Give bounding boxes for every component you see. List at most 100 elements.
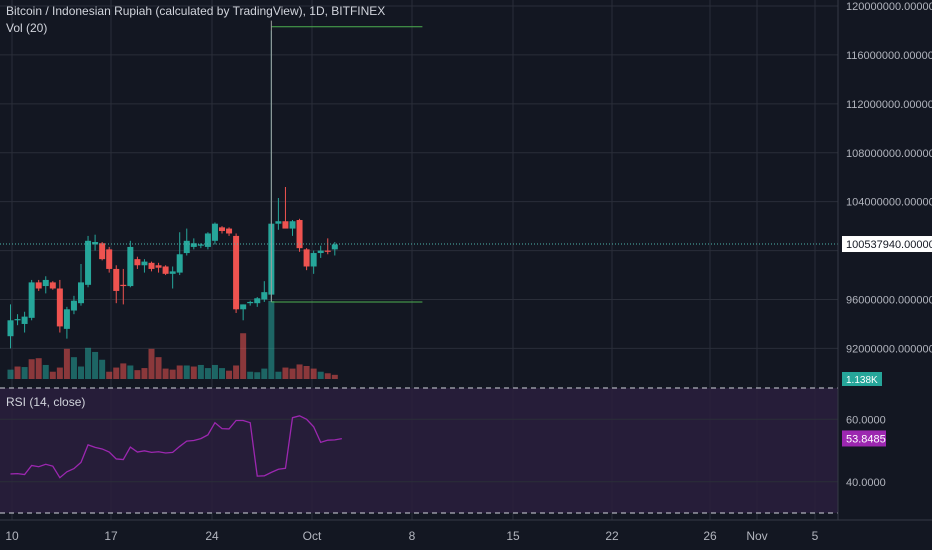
volume-bar bbox=[204, 368, 211, 379]
time-tick-label: 26 bbox=[703, 529, 717, 543]
volume-bar bbox=[35, 358, 42, 379]
candle-body bbox=[141, 261, 148, 266]
candle bbox=[70, 295, 77, 315]
candle-body bbox=[211, 223, 218, 241]
candle-body bbox=[303, 249, 310, 267]
rsi-value-label: 53.8485 bbox=[846, 433, 886, 445]
volume-bar bbox=[296, 364, 303, 379]
current-price-tag bbox=[842, 236, 932, 253]
volume-bar bbox=[49, 371, 56, 379]
candle-body bbox=[233, 235, 240, 310]
volume-bar bbox=[21, 367, 28, 379]
candle bbox=[289, 220, 296, 236]
candle bbox=[176, 232, 183, 276]
time-tick-label: 10 bbox=[5, 529, 19, 543]
candle-body bbox=[324, 250, 331, 252]
candle bbox=[183, 228, 190, 256]
candlesticks bbox=[7, 30, 338, 349]
time-tick-label: Nov bbox=[746, 529, 767, 543]
candle bbox=[49, 281, 56, 290]
candle-body bbox=[190, 243, 197, 247]
candle-body bbox=[148, 262, 155, 269]
candle bbox=[190, 238, 197, 250]
candle bbox=[247, 300, 254, 306]
volume-bar bbox=[183, 365, 190, 379]
candle bbox=[331, 242, 338, 256]
rsi-pane bbox=[0, 387, 838, 514]
current-price-label: 100537940.00000000 bbox=[846, 239, 932, 251]
symbol-title: Bitcoin / Indonesian Rupiah (calculated … bbox=[6, 4, 386, 18]
candle-body bbox=[134, 259, 141, 266]
candle-body bbox=[14, 319, 21, 321]
candle bbox=[324, 238, 331, 255]
candle bbox=[35, 279, 42, 291]
candle bbox=[303, 248, 310, 271]
candle bbox=[204, 232, 211, 250]
candle-body bbox=[226, 228, 233, 234]
candle bbox=[197, 243, 204, 249]
candle bbox=[21, 311, 28, 333]
volume-bar bbox=[261, 368, 268, 379]
candle-body bbox=[289, 221, 296, 229]
price-tick-label: 116000000.00000000 bbox=[846, 50, 932, 62]
candle-body bbox=[21, 316, 28, 324]
volume-bar bbox=[162, 368, 169, 379]
price-axis[interactable]: 120000000.00000000 116000000.00000000 1120… bbox=[837, 0, 932, 520]
rsi-line bbox=[10, 415, 342, 479]
time-tick-label: 5 bbox=[812, 529, 819, 543]
candle bbox=[310, 250, 317, 274]
volume-bar bbox=[233, 365, 240, 379]
volume-bars bbox=[7, 301, 338, 379]
volume-bar bbox=[120, 363, 127, 379]
candle-body bbox=[331, 244, 338, 250]
candle-body bbox=[155, 265, 162, 268]
candle bbox=[162, 265, 169, 276]
candle-body bbox=[169, 271, 176, 274]
candle-body bbox=[261, 292, 268, 300]
volume-bar bbox=[70, 357, 77, 379]
candle bbox=[211, 222, 218, 245]
candle bbox=[233, 233, 240, 313]
candle-body bbox=[106, 249, 113, 269]
candle-body bbox=[254, 298, 261, 304]
candle bbox=[148, 261, 155, 272]
price-tick-label: 96000000.00000000 bbox=[846, 295, 932, 307]
candle bbox=[275, 198, 282, 230]
volume-bar bbox=[56, 367, 63, 379]
volume-bar bbox=[78, 366, 84, 379]
volume-bar bbox=[42, 364, 49, 379]
candle bbox=[155, 262, 162, 273]
volume-bar bbox=[219, 368, 225, 379]
candle bbox=[296, 218, 303, 252]
candle bbox=[134, 256, 141, 269]
time-tick-label: Oct bbox=[303, 529, 322, 543]
time-tick-label: 15 bbox=[506, 529, 520, 543]
time-axis[interactable]: 10 17 24 Oct 8 15 22 26 Nov 5 bbox=[0, 519, 932, 543]
volume-bar bbox=[99, 359, 106, 379]
candle bbox=[14, 314, 21, 326]
candle bbox=[7, 304, 14, 349]
candle-body bbox=[282, 221, 289, 229]
volume-bar bbox=[254, 372, 261, 379]
volume-bar bbox=[134, 370, 141, 379]
candle-body bbox=[317, 250, 324, 254]
volume-bar bbox=[275, 371, 282, 379]
volume-bar bbox=[331, 374, 338, 379]
rsi-value-tag bbox=[842, 430, 886, 447]
volume-bar bbox=[176, 365, 183, 379]
volume-bar bbox=[226, 370, 233, 379]
time-tick-label: 22 bbox=[605, 529, 619, 543]
candle bbox=[78, 264, 84, 306]
volume-bar bbox=[303, 366, 310, 379]
rsi-tick-label: 40.0000 bbox=[846, 477, 886, 489]
price-tick-label: 120000000.00000000 bbox=[846, 1, 932, 13]
volume-bar bbox=[240, 333, 247, 379]
rsi-indicator-label: RSI (14, close) bbox=[6, 395, 86, 409]
drawing-lines[interactable] bbox=[0, 20, 838, 303]
volume-value-tag bbox=[842, 372, 882, 386]
volume-bar bbox=[113, 367, 120, 379]
volume-bar bbox=[289, 368, 296, 379]
volume-bar bbox=[14, 366, 21, 379]
candle bbox=[63, 306, 70, 339]
